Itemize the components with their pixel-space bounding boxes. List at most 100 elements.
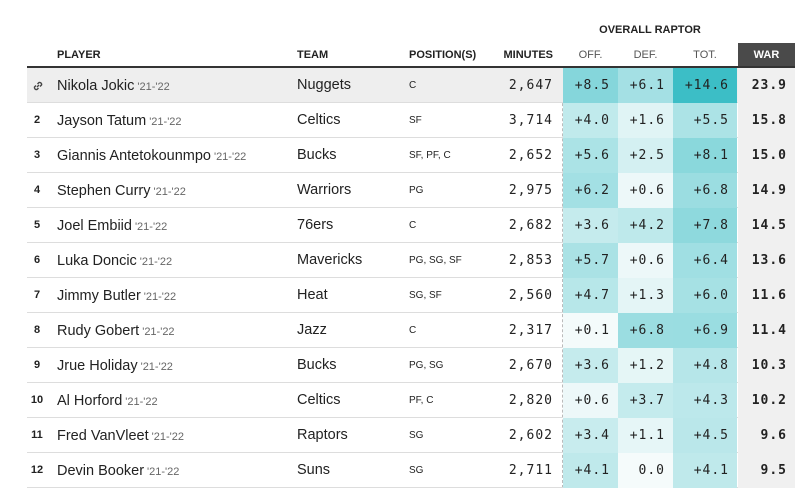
table-row: 9 Jrue Holiday '21-'22 Bucks PG, SG 2,670 +3.6… [27,348,795,383]
player-cell: Luka Doncic '21-'22 [57,243,172,278]
player-name: Nikola Jokic [57,78,135,94]
player-cell: Jayson Tatum '21-'22 [57,103,182,138]
season: '21-'22 [213,151,247,163]
link-glyph [33,81,43,91]
def-cell: +6.8 [618,313,673,348]
player-cell: Jrue Holiday '21-'22 [57,348,173,383]
team: Mavericks [297,252,363,268]
group-header: OVERALL RAPTOR [599,24,701,36]
column-header: TEAM [297,49,329,61]
minutes: 2,652 [508,148,553,163]
off-cell: +6.2 [563,173,618,208]
def-cell: +3.7 [618,383,673,418]
def-cell: +1.2 [618,348,673,383]
off-cell: +0.6 [563,383,618,418]
player-cell: Rudy Gobert '21-'22 [57,313,175,348]
player-cell: Nikola Jokic '21-'22 [57,68,170,103]
player-cell: Devin Booker '21-'22 [57,453,179,488]
off-cell: +3.6 [563,208,618,243]
tot-cell: +14.6 [673,68,737,103]
team: Nuggets [297,77,352,93]
rank: 11 [31,429,43,441]
war: 15.8 [738,103,795,138]
team: Heat [297,287,328,303]
player-name: Joel Embiid [57,218,132,234]
tot-cell: +7.8 [673,208,737,243]
position: C [409,325,417,336]
season: '21-'22 [151,431,184,443]
off-cell: +5.7 [563,243,618,278]
war: 10.3 [738,348,795,383]
player-name: Stephen Curry [57,183,151,199]
position: SF, PF, C [409,150,451,161]
tot-cell: +6.0 [673,278,737,313]
table-row: 11 Fred VanVleet '21-'22 Raptors SG 2,602 +3.4… [27,418,795,453]
war: 10.2 [738,383,795,418]
link-icon [32,79,44,91]
tot-cell: +4.1 [673,453,737,488]
rank: 9 [33,359,41,371]
war: 14.9 [738,173,795,208]
tot-cell: +4.8 [673,348,737,383]
war: 15.0 [738,138,795,173]
war: 9.5 [738,453,795,488]
minutes: 3,714 [508,113,553,128]
def-cell: +0.6 [618,173,673,208]
team: Celtics [297,392,341,408]
minutes: 2,647 [508,78,553,93]
table-row: 8 Rudy Gobert '21-'22 Jazz C 2,317 +0.1 +6.8 +6.… [27,313,795,348]
column-header: DEF. [633,49,658,61]
season: '21-'22 [142,326,175,338]
column-header: OFF. [578,49,603,61]
minutes: 2,560 [508,288,553,303]
tot-cell: +6.9 [673,313,737,348]
minutes: 2,853 [508,253,553,268]
def-cell: +0.6 [618,243,673,278]
season: '21-'22 [134,221,168,233]
season: '21-'22 [125,396,158,408]
tot-cell: +4.5 [673,418,737,453]
position: SF [409,115,422,126]
table-row: 12 Devin Booker '21-'22 Suns SG 2,711 +4.1 0.0 +… [27,453,795,488]
minutes: 2,670 [508,358,553,373]
player-name: Jrue Holiday [57,358,138,374]
off-cell: +4.0 [563,103,618,138]
player-cell: Joel Embiid '21-'22 [57,208,167,243]
rank: 10 [30,394,44,406]
minutes: 2,317 [508,323,553,338]
team: Bucks [297,147,337,163]
table-row: 10 Al Horford '21-'22 Celtics PF, C 2,820 +0.6… [27,383,795,418]
rank: 2 [33,114,41,126]
player-name: Rudy Gobert [57,323,140,339]
player-name: Jimmy Butler [57,288,141,304]
minutes: 2,711 [508,463,553,478]
table-row: 4 Stephen Curry '21-'22 Warriors PG 2,975 +6.2… [27,173,795,208]
table-row: 6 Luka Doncic '21-'22 Mavericks PG, SG, SF 2,… [27,243,795,278]
off-cell: +4.7 [563,278,618,313]
position: C [409,80,417,91]
player-name: Giannis Antetokounmpo [57,148,211,164]
def-cell: 0.0 [618,453,673,488]
team: Jazz [297,322,327,338]
minutes: 2,820 [508,393,553,408]
position: PF, C [409,395,434,406]
column-header: POSITION(S) [409,49,477,61]
tot-cell: +5.5 [673,103,737,138]
position: SG [409,465,424,476]
position: PG, SG [409,360,444,371]
team: 76ers [297,217,334,233]
off-cell: +4.1 [563,453,618,488]
def-cell: +4.2 [618,208,673,243]
rank: 5 [33,219,41,231]
position: SG, SF [409,290,442,301]
tot-cell: +6.8 [673,173,737,208]
season: '21-'22 [147,466,180,478]
team: Suns [297,462,331,478]
season: '21-'22 [149,116,182,128]
position: SG [409,430,424,441]
player-cell: Fred VanVleet '21-'22 [57,418,184,453]
player-name: Fred VanVleet [57,428,149,444]
def-cell: +1.1 [618,418,673,453]
team: Raptors [297,427,348,443]
